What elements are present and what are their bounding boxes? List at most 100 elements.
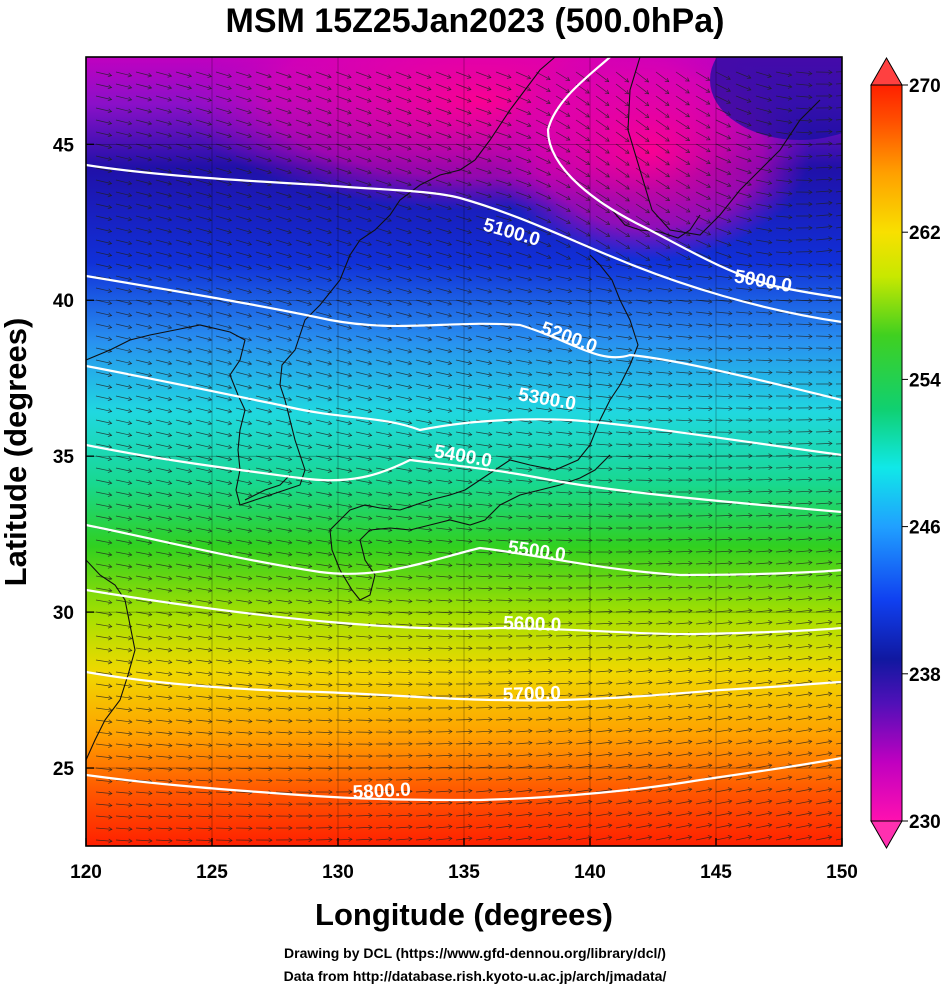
wind-arrow-head	[247, 313, 253, 318]
wind-arrow-head	[127, 540, 133, 545]
wind-arrow	[795, 550, 812, 553]
wind-arrow	[95, 695, 112, 699]
wind-arrow-head	[528, 776, 533, 781]
wind-arrow	[795, 478, 812, 481]
wind-arrow	[355, 575, 372, 579]
wind-arrow-head	[488, 610, 493, 615]
wind-arrow-head	[707, 787, 713, 792]
wind-arrow	[635, 788, 652, 793]
wind-arrow	[295, 335, 312, 341]
wind-arrow	[275, 251, 292, 257]
wind-arrow-head	[685, 124, 691, 130]
wind-arrow-head	[347, 563, 353, 569]
wind-arrow-head	[147, 312, 153, 318]
wind-arrow	[755, 538, 772, 541]
wind-arrow-head	[705, 112, 711, 117]
wind-arrow-head	[107, 216, 113, 222]
wind-arrow	[615, 83, 629, 95]
wind-arrow	[475, 515, 492, 519]
wind-arrow-head	[808, 536, 813, 542]
wind-arrow-head	[287, 408, 293, 414]
wind-arrow	[835, 682, 842, 685]
wind-arrow	[535, 227, 551, 235]
wind-arrow	[295, 95, 312, 102]
wind-arrow-head	[687, 787, 693, 793]
wind-arrow-head	[708, 668, 713, 673]
wind-arrow	[95, 839, 112, 842]
wind-arrow-head	[147, 360, 153, 366]
wind-arrow	[235, 107, 252, 114]
wind-arrow	[835, 83, 842, 85]
wind-arrow-head	[107, 360, 113, 366]
wind-arrow	[95, 779, 112, 783]
wind-arrow-head	[288, 801, 293, 807]
wind-arrow-head	[788, 548, 793, 554]
wind-arrow	[295, 395, 312, 401]
wind-arrow-head	[528, 574, 533, 579]
wind-arrow-head	[768, 679, 773, 685]
wind-arrow	[135, 707, 152, 711]
wind-arrow-head	[388, 753, 393, 759]
wind-arrow	[375, 587, 392, 591]
wind-arrow	[335, 275, 352, 281]
wind-arrow-head	[665, 149, 670, 154]
wind-arrow-head	[568, 431, 573, 436]
wind-arrow-head	[147, 216, 153, 222]
wind-arrow	[615, 155, 630, 166]
wind-arrow-head	[808, 369, 813, 375]
wind-arrow	[575, 431, 592, 435]
wind-arrow	[255, 503, 272, 508]
wind-arrow	[195, 791, 212, 794]
wind-arrow-head	[248, 635, 253, 641]
wind-arrow-head	[107, 240, 113, 246]
wind-arrow	[275, 503, 292, 508]
wind-arrow	[435, 754, 452, 757]
wind-arrow-head	[108, 790, 113, 796]
wind-arrow-head	[408, 610, 413, 616]
wind-arrow-head	[207, 217, 213, 222]
wind-arrow	[615, 263, 632, 268]
wind-arrow-head	[608, 597, 613, 602]
wind-arrow-head	[668, 537, 673, 543]
wind-arrow-head	[648, 466, 653, 471]
wind-arrow-head	[468, 812, 473, 818]
wind-arrow	[515, 191, 532, 198]
wind-arrow-head	[428, 646, 433, 651]
wind-arrow	[95, 647, 112, 651]
wind-arrow-head	[367, 110, 372, 115]
wind-arrow-head	[168, 826, 173, 832]
wind-arrow-head	[688, 418, 693, 424]
wind-arrow-head	[347, 444, 353, 450]
wind-arrow	[595, 347, 612, 351]
wind-arrow-head	[687, 811, 693, 816]
wind-arrow	[715, 143, 731, 151]
wind-arrow	[775, 239, 792, 242]
wind-arrow-head	[367, 468, 373, 473]
wind-arrow	[275, 575, 292, 579]
wind-arrow-head	[248, 695, 253, 700]
wind-arrow-head	[107, 156, 113, 162]
wind-arrow-head	[807, 787, 813, 792]
wind-arrow	[275, 587, 292, 591]
wind-arrow	[495, 179, 512, 186]
wind-arrow	[395, 599, 412, 602]
wind-arrow-head	[768, 620, 773, 625]
wind-arrow-head	[228, 802, 233, 808]
wind-arrow-head	[307, 337, 313, 342]
wind-arrow-head	[348, 706, 353, 712]
wind-arrow-head	[187, 181, 193, 186]
wind-arrow-head	[568, 466, 573, 472]
wind-arrow	[255, 311, 272, 317]
wind-arrow	[215, 395, 232, 401]
wind-arrow	[615, 131, 630, 142]
wind-arrow-head	[808, 177, 813, 183]
wind-arrow-head	[447, 455, 453, 461]
wind-arrow	[315, 407, 332, 413]
wind-arrow-head	[648, 478, 653, 483]
wind-arrow	[435, 743, 453, 745]
wind-arrow-head	[644, 137, 650, 142]
wind-arrow	[335, 623, 352, 627]
wind-arrow-head	[807, 823, 813, 828]
wind-arrow	[175, 311, 192, 317]
wind-arrow-head	[848, 212, 852, 216]
